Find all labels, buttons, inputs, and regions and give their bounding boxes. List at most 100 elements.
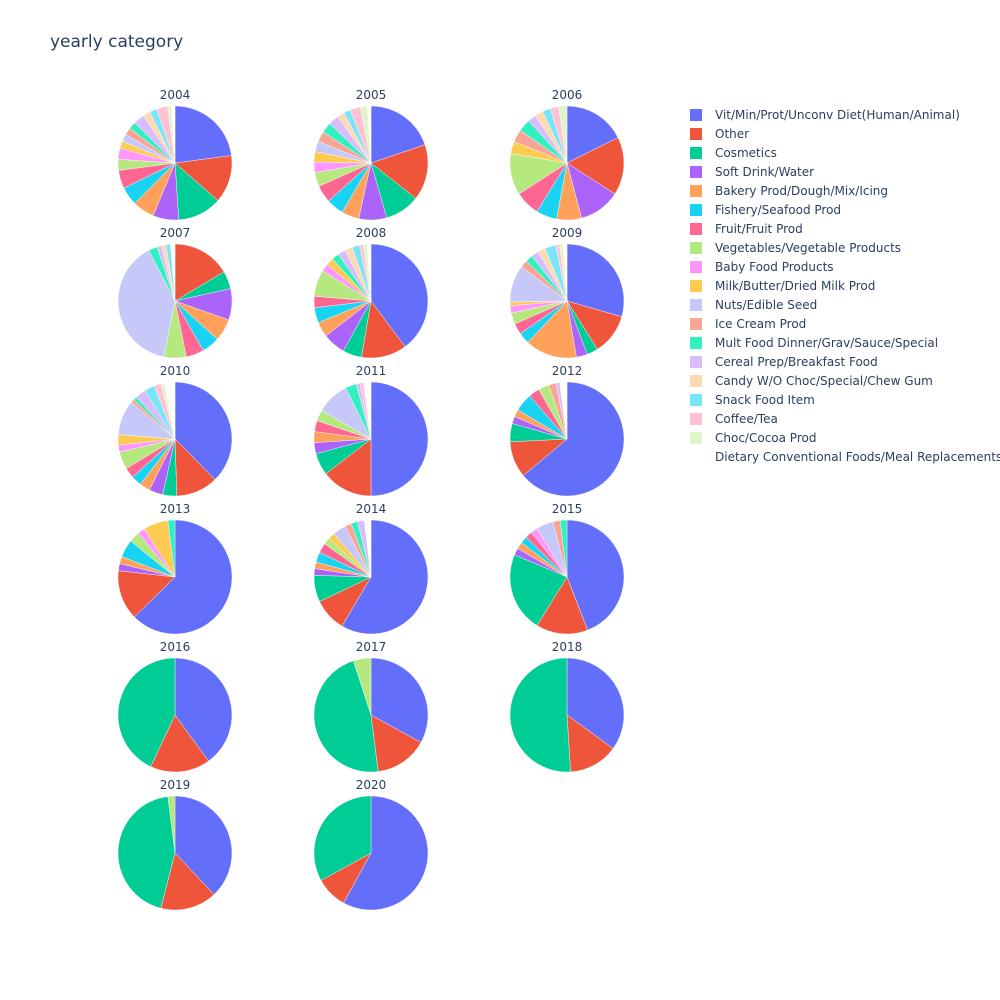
pie-slice-2009-0[interactable] (566, 243, 625, 318)
pie-title-2010: 2010 (160, 364, 191, 378)
legend-item[interactable]: Mult Food Dinner/Grav/Sauce/Special (690, 333, 1000, 352)
pie-slice-2013-0[interactable] (134, 519, 233, 635)
pie-slice-2011-18[interactable] (363, 381, 372, 440)
pie-2020: 2020 (313, 778, 429, 911)
legend: Vit/Min/Prot/Unconv Diet(Human/Animal) Ot… (690, 105, 1000, 466)
pie-2010: 2010 (117, 364, 233, 497)
pie-slice-2019-2[interactable] (117, 796, 176, 909)
legend-item[interactable]: Cereal Prep/Breakfast Food (690, 352, 1000, 371)
pie-slice-2019-0[interactable] (174, 795, 233, 895)
pie-slice-2017-2[interactable] (313, 660, 379, 773)
legend-item[interactable]: Cosmetics (690, 143, 1000, 162)
pie-slice-2015-12[interactable] (559, 519, 568, 578)
pie-title-2017: 2017 (356, 640, 387, 654)
pie-slice-2005-0[interactable] (370, 105, 426, 164)
legend-item[interactable]: Vegetables/Vegetable Products (690, 238, 1000, 257)
legend-item[interactable]: Fruit/Fruit Prod (690, 219, 1000, 238)
legend-item[interactable]: Bakery Prod/Dough/Mix/Icing (690, 181, 1000, 200)
legend-label: Soft Drink/Water (715, 164, 815, 179)
legend-swatch (690, 203, 702, 216)
pie-slice-2009-4[interactable] (527, 300, 577, 359)
legend-label: Mult Food Dinner/Grav/Sauce/Special (715, 335, 939, 350)
legend-swatch (690, 146, 702, 159)
legend-item[interactable]: Fishery/Seafood Prod (690, 200, 1000, 219)
legend-swatch (690, 355, 702, 368)
pie-slice-2008-0[interactable] (370, 243, 429, 347)
pie-slice-2015-1[interactable] (536, 576, 588, 635)
pie-slice-2007-1[interactable] (174, 243, 225, 302)
pie-slice-2011-0[interactable] (370, 381, 429, 497)
legend-swatch (690, 393, 702, 406)
pie-slice-2010-0[interactable] (174, 381, 233, 480)
chart-title: yearly category (50, 32, 184, 52)
pie-slice-2004-0[interactable] (174, 105, 232, 164)
pie-slice-2006-17[interactable] (558, 105, 568, 164)
pie-slice-2006-1[interactable] (566, 137, 625, 195)
pie-slice-2016-0[interactable] (174, 657, 233, 762)
pie-slice-2013-12[interactable] (167, 519, 176, 578)
pie-slice-2008-18[interactable] (366, 243, 372, 302)
legend-label: Fruit/Fruit Prod (715, 221, 803, 236)
pie-title-2011: 2011 (356, 364, 387, 378)
pie-2011: 2011 (313, 364, 429, 497)
pie-slice-2016-1[interactable] (150, 714, 209, 773)
pie-slice-2017-1[interactable] (370, 714, 422, 772)
pie-slice-2019-1[interactable] (160, 852, 215, 911)
pie-slice-2009-18[interactable] (563, 243, 568, 302)
pie-2014: 2014 (313, 502, 429, 635)
pie-slice-2016-2[interactable] (117, 657, 176, 767)
pie-2017: 2017 (313, 640, 429, 773)
legend-item[interactable]: Candy W/O Choc/Special/Chew Gum (690, 371, 1000, 390)
pie-slice-2017-0[interactable] (370, 657, 429, 743)
legend-label: Milk/Butter/Dried Milk Prod (715, 278, 876, 293)
pie-slice-2018-0[interactable] (566, 657, 625, 749)
legend-item[interactable]: Choc/Cocoa Prod (690, 428, 1000, 447)
pie-2004: 2004 (117, 88, 233, 221)
legend-label: Cosmetics (715, 145, 777, 160)
legend-item[interactable]: Coffee/Tea (690, 409, 1000, 428)
pie-slice-2014-18[interactable] (364, 519, 372, 578)
legend-label: Snack Food Item (715, 392, 815, 407)
legend-item[interactable]: Ice Cream Prod (690, 314, 1000, 333)
pie-slice-2020-2[interactable] (313, 795, 372, 881)
legend-item[interactable]: Vit/Min/Prot/Unconv Diet(Human/Animal) (690, 105, 1000, 124)
legend-item[interactable]: Soft Drink/Water (690, 162, 1000, 181)
legend-item[interactable]: Snack Food Item (690, 390, 1000, 409)
pie-slice-2013-1[interactable] (117, 570, 176, 618)
pie-slice-2019-7[interactable] (167, 795, 176, 854)
legend-item[interactable]: Nuts/Edible Seed (690, 295, 1000, 314)
pie-slice-2007-10[interactable] (117, 250, 176, 358)
pie-slice-2007-18[interactable] (170, 243, 176, 302)
pie-title-2012: 2012 (552, 364, 583, 378)
pie-2012: 2012 (509, 364, 625, 497)
pie-slice-2015-0[interactable] (566, 519, 625, 631)
pie-2013: 2013 (117, 502, 233, 635)
legend-item[interactable]: Milk/Butter/Dried Milk Prod (690, 276, 1000, 295)
pie-slice-2012-18[interactable] (559, 381, 568, 440)
legend-label: Other (715, 126, 750, 141)
legend-label: Coffee/Tea (715, 411, 778, 426)
legend-item[interactable]: Other (690, 124, 1000, 143)
pie-slice-2005-1[interactable] (370, 144, 429, 199)
pie-slice-2018-2[interactable] (509, 657, 571, 773)
pie-slice-2017-7[interactable] (353, 657, 372, 716)
pie-slice-2006-0[interactable] (566, 105, 619, 164)
pie-slice-2010-18[interactable] (164, 381, 176, 440)
pie-title-2004: 2004 (160, 88, 191, 102)
pie-slice-2004-18[interactable] (171, 105, 176, 164)
legend-swatch (690, 184, 702, 197)
pie-title-2014: 2014 (356, 502, 387, 516)
legend-item[interactable]: Dietary Conventional Foods/Meal Replacem… (690, 447, 1000, 466)
pie-slice-2014-0[interactable] (341, 519, 429, 635)
pie-2018: 2018 (509, 640, 625, 773)
pie-slice-2011-1[interactable] (325, 438, 372, 497)
pie-slice-2005-18[interactable] (367, 105, 372, 164)
pie-slice-2015-2[interactable] (509, 554, 568, 626)
legend-label: Ice Cream Prod (715, 316, 807, 331)
legend-label: Vegetables/Vegetable Products (715, 240, 902, 255)
pie-slice-2020-0[interactable] (343, 795, 429, 911)
pie-title-2016: 2016 (160, 640, 191, 654)
legend-item[interactable]: Baby Food Products (690, 257, 1000, 276)
pie-slice-2012-0[interactable] (522, 381, 625, 497)
legend-label: Fishery/Seafood Prod (715, 202, 842, 217)
